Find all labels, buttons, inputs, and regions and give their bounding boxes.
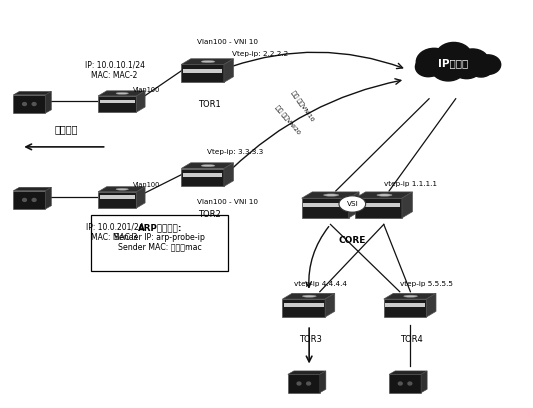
Polygon shape (389, 375, 421, 392)
Circle shape (32, 102, 36, 106)
Circle shape (456, 49, 489, 74)
Text: TOR4: TOR4 (400, 335, 423, 344)
Text: IP: 10.0.201/24
MAC: MAC-3: IP: 10.0.201/24 MAC: MAC-3 (86, 222, 143, 242)
Circle shape (469, 59, 493, 77)
Ellipse shape (403, 295, 417, 297)
Polygon shape (181, 169, 224, 186)
Polygon shape (100, 100, 135, 103)
Polygon shape (181, 59, 233, 64)
Polygon shape (357, 203, 400, 207)
Text: Sender IP: arp-probe-ip: Sender IP: arp-probe-ip (115, 233, 205, 242)
Text: IP: 10.0.10.1/24
MAC: MAC-2: IP: 10.0.10.1/24 MAC: MAC-2 (85, 60, 144, 80)
Polygon shape (288, 375, 320, 392)
Circle shape (22, 198, 27, 202)
Ellipse shape (324, 194, 339, 196)
Text: TOR1: TOR1 (198, 100, 220, 109)
Text: Vlan100: Vlan100 (133, 182, 160, 188)
Text: vtep-ip 4.4.4.4: vtep-ip 4.4.4.4 (294, 281, 347, 287)
Polygon shape (45, 91, 51, 113)
Ellipse shape (116, 188, 128, 190)
Polygon shape (98, 91, 145, 96)
Text: vtep-ip 5.5.5.5: vtep-ip 5.5.5.5 (400, 281, 453, 287)
Text: Vlan100 - VNI 10: Vlan100 - VNI 10 (197, 39, 258, 45)
Text: Sender MAC: 三层实mac: Sender MAC: 三层实mac (118, 242, 202, 251)
Polygon shape (355, 192, 413, 198)
Polygon shape (13, 191, 45, 209)
Circle shape (22, 102, 27, 106)
Polygon shape (320, 371, 326, 392)
Polygon shape (421, 371, 427, 392)
Polygon shape (282, 293, 335, 299)
Text: 进道 封装VNI20: 进道 封装VNI20 (274, 105, 302, 136)
Polygon shape (224, 59, 233, 82)
Text: ARP广播报文:: ARP广播报文: (138, 224, 182, 233)
Polygon shape (183, 173, 222, 177)
Polygon shape (349, 192, 359, 218)
Polygon shape (426, 293, 436, 317)
FancyBboxPatch shape (91, 215, 228, 271)
Text: vtep-ip 1.1.1.1: vtep-ip 1.1.1.1 (384, 181, 437, 187)
Polygon shape (13, 91, 51, 95)
Text: VSI: VSI (346, 201, 358, 207)
Ellipse shape (201, 164, 215, 167)
Circle shape (436, 42, 472, 70)
Polygon shape (136, 91, 145, 112)
Text: CORE: CORE (338, 236, 366, 245)
Polygon shape (389, 371, 427, 375)
Text: 传统网关: 传统网关 (55, 124, 78, 135)
Text: Vlan100: Vlan100 (133, 86, 160, 93)
Text: TOR3: TOR3 (299, 335, 321, 344)
Text: Vlan100 - VNI 10: Vlan100 - VNI 10 (197, 199, 258, 205)
Circle shape (431, 55, 465, 81)
Polygon shape (303, 203, 347, 207)
Circle shape (32, 198, 36, 202)
Polygon shape (282, 299, 325, 317)
Polygon shape (402, 192, 413, 218)
Polygon shape (385, 303, 425, 307)
Polygon shape (183, 69, 222, 73)
Circle shape (398, 382, 402, 385)
Polygon shape (302, 192, 359, 198)
Circle shape (415, 57, 441, 77)
Polygon shape (302, 198, 349, 218)
Ellipse shape (201, 60, 215, 63)
Polygon shape (100, 195, 135, 199)
Ellipse shape (302, 295, 316, 297)
Circle shape (416, 48, 452, 76)
Polygon shape (98, 187, 145, 192)
Polygon shape (181, 163, 233, 169)
Text: IP核心网: IP核心网 (438, 58, 468, 68)
Circle shape (475, 55, 500, 74)
Polygon shape (98, 192, 136, 208)
Polygon shape (384, 293, 436, 299)
Polygon shape (136, 187, 145, 208)
Ellipse shape (377, 194, 392, 196)
Text: Vtep-ip: 2.2.2.2: Vtep-ip: 2.2.2.2 (232, 51, 288, 57)
Polygon shape (384, 299, 426, 317)
Polygon shape (224, 163, 233, 186)
Polygon shape (98, 96, 136, 112)
Text: 进道 封装VNI10: 进道 封装VNI10 (290, 90, 316, 122)
Text: TOR2: TOR2 (198, 210, 220, 219)
Polygon shape (13, 187, 51, 191)
Ellipse shape (339, 196, 366, 212)
Polygon shape (13, 95, 45, 113)
Circle shape (306, 382, 311, 385)
Polygon shape (45, 187, 51, 209)
Polygon shape (325, 293, 335, 317)
Circle shape (451, 55, 482, 79)
Polygon shape (181, 64, 224, 82)
Circle shape (297, 382, 301, 385)
Text: Vtep-ip: 3.3.3.3: Vtep-ip: 3.3.3.3 (207, 149, 263, 155)
Polygon shape (288, 371, 326, 375)
Circle shape (408, 382, 412, 385)
Ellipse shape (116, 93, 128, 94)
Polygon shape (284, 303, 324, 307)
Polygon shape (355, 198, 402, 218)
